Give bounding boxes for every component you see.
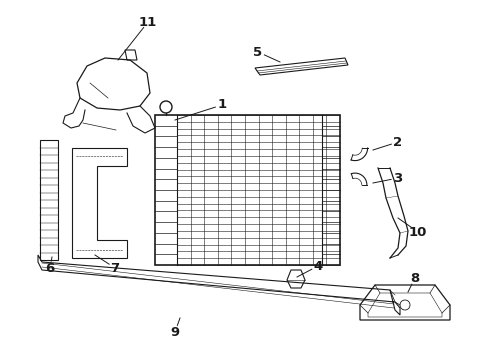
Text: 5: 5 xyxy=(253,45,263,58)
Text: 3: 3 xyxy=(393,171,403,184)
Text: 2: 2 xyxy=(393,135,403,148)
Text: 8: 8 xyxy=(411,271,419,284)
Text: 10: 10 xyxy=(409,225,427,238)
Text: 4: 4 xyxy=(314,260,322,273)
Text: 6: 6 xyxy=(46,261,54,274)
Text: 9: 9 xyxy=(171,325,179,338)
Text: 11: 11 xyxy=(139,15,157,28)
Text: 7: 7 xyxy=(110,261,120,274)
Text: 1: 1 xyxy=(218,99,226,112)
